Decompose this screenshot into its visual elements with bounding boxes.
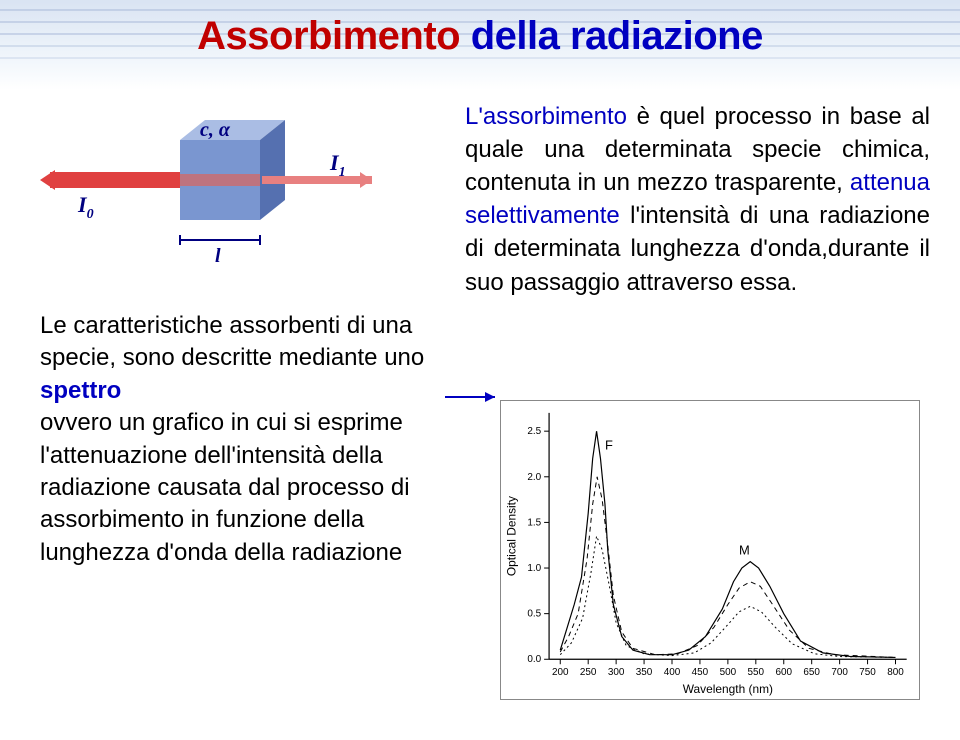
svg-text:2.0: 2.0 <box>527 472 541 483</box>
svg-text:250: 250 <box>580 667 597 678</box>
left-text-before: Le caratteristiche assorbenti di una spe… <box>40 312 424 371</box>
svg-text:300: 300 <box>608 667 625 678</box>
svg-text:350: 350 <box>636 667 653 678</box>
left-text-after: ovvero un grafico in cui si esprime l'at… <box>40 409 410 566</box>
spectrum-chart: 200 250 300 350 400 450 500 550 600 650 700 750 800 0… <box>500 400 920 700</box>
svg-text:F: F <box>605 437 613 452</box>
svg-text:200: 200 <box>552 667 569 678</box>
svg-text:Optical Density: Optical Density <box>504 496 518 576</box>
title-word-1: Assorbimento <box>197 14 460 58</box>
svg-text:1.0: 1.0 <box>527 563 541 574</box>
svg-text:700: 700 <box>831 667 848 678</box>
svg-text:0.0: 0.0 <box>527 654 541 665</box>
right-seg1: L'assorbimento <box>465 103 627 130</box>
svg-text:M: M <box>739 542 750 557</box>
page-title: Assorbimento della radiazione <box>0 14 960 59</box>
title-word-2: della radiazione <box>471 14 763 58</box>
svg-text:450: 450 <box>692 667 709 678</box>
svg-text:l: l <box>215 245 221 267</box>
svg-text:0.5: 0.5 <box>527 609 541 620</box>
right-paragraph: L'assorbimento è quel processo in base a… <box>465 100 930 299</box>
svg-text:500: 500 <box>720 667 737 678</box>
svg-text:650: 650 <box>803 667 820 678</box>
svg-text:1.5: 1.5 <box>527 517 541 528</box>
svg-text:550: 550 <box>748 667 765 678</box>
svg-text:600: 600 <box>775 667 792 678</box>
svg-text:Wavelength (nm): Wavelength (nm) <box>683 682 773 696</box>
spettro-label: spettro <box>40 377 121 404</box>
svg-text:I0: I0 <box>77 192 94 222</box>
svg-text:c, α: c, α <box>200 119 231 141</box>
svg-text:750: 750 <box>859 667 876 678</box>
svg-text:2.5: 2.5 <box>527 426 541 437</box>
left-paragraph: Le caratteristiche assorbenti di una spe… <box>40 310 440 569</box>
svg-text:800: 800 <box>887 667 904 678</box>
absorption-diagram: I0 I1 c, α l <box>40 100 400 280</box>
svg-text:I1: I1 <box>329 150 346 180</box>
svg-text:400: 400 <box>664 667 681 678</box>
